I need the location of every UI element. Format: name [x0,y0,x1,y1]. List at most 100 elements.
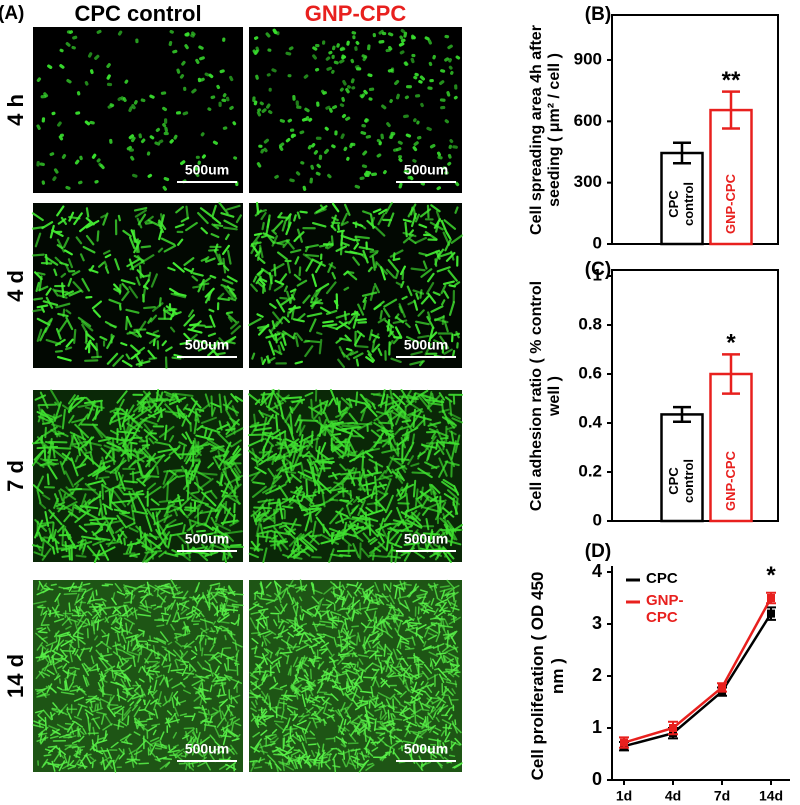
cell [344,82,345,84]
cell [66,348,71,350]
cell [287,588,288,593]
cell [311,298,312,302]
cell [33,255,44,256]
cell [362,95,363,97]
cell [405,63,406,64]
x-tick-label: 14d [759,788,783,804]
cell [426,38,428,39]
cell [51,584,56,585]
cell [369,75,371,76]
cell [422,183,423,184]
cell [448,93,449,95]
cell [100,702,101,707]
cell [38,79,39,80]
category-label: CPC control [662,171,702,237]
cell [394,253,395,258]
cell [415,143,417,145]
cell [221,71,223,72]
cell [55,659,63,660]
cell [414,654,415,662]
cell [60,137,61,139]
cell [139,763,148,764]
cell [450,285,455,286]
cell [390,135,391,137]
cell [120,32,121,34]
cell [124,553,135,554]
cell [262,236,266,237]
cell [400,44,402,45]
cell [86,83,87,84]
scale-bar-label: 500um [185,531,229,547]
cell [414,209,415,218]
cell [203,593,204,599]
cell [329,421,337,422]
cell [318,165,319,166]
cell [186,46,187,48]
cell [400,184,401,187]
cell [353,652,354,656]
cell [356,186,358,187]
cell [428,128,430,129]
cell [69,603,70,611]
cell [455,681,456,687]
cell [388,710,389,718]
cell [192,36,193,37]
cell [333,427,334,433]
cell [178,70,179,72]
cell [132,157,133,159]
cell [394,259,400,260]
cell [250,761,257,762]
cell [327,58,328,59]
cell [98,31,100,32]
cell [340,582,341,589]
point [718,683,726,691]
cell [333,146,334,147]
cell [184,728,193,729]
cell [48,474,49,484]
y-tick-label: 0 [593,233,602,252]
row-label: 4 h [2,75,30,145]
cell [273,70,275,71]
x-tick-label: 7d [714,788,730,804]
cell [357,43,358,44]
cell [88,629,89,638]
cell [450,755,455,756]
cell [352,626,358,627]
cell [53,547,54,553]
cell [261,591,262,597]
cell [300,267,301,275]
cell [406,584,411,585]
cell [96,699,100,700]
cell [280,526,286,527]
cell [173,597,185,598]
cell [347,272,353,273]
cell [451,141,452,142]
cell [133,138,134,140]
cell [108,76,109,78]
cell [202,79,204,80]
cell [192,492,198,493]
cell [144,307,155,308]
cell [311,669,312,678]
cell [421,77,423,79]
cell [268,105,269,107]
cell [150,399,160,400]
cell [297,173,298,174]
cell [171,141,172,142]
cell [281,147,282,149]
cell [231,712,232,716]
x-tick-label: 1d [616,788,632,804]
cell [449,155,450,157]
cell [258,113,259,115]
cell [341,61,343,62]
cell [347,470,353,471]
cell [378,155,380,156]
row-label: 7 d [2,441,30,511]
cell [179,554,184,555]
cell [338,637,343,638]
cell [357,360,358,366]
cell [439,153,440,155]
cell [175,136,176,138]
column-header: CPC control [33,1,243,27]
cell [338,753,342,754]
